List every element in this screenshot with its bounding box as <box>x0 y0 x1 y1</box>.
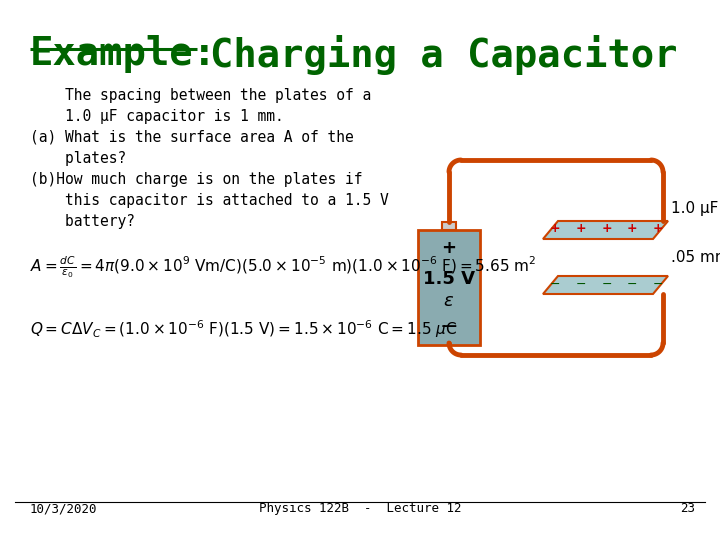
Text: $Q = C\Delta V_C = (1.0\times10^{-6}\ \mathrm{F})(1.5\ \mathrm{V}) = 1.5\times10: $Q = C\Delta V_C = (1.0\times10^{-6}\ \m… <box>30 318 457 340</box>
Bar <box>442 222 456 230</box>
Text: 10/3/2020: 10/3/2020 <box>30 502 97 515</box>
Text: 1.0 μF capacitor is 1 mm.: 1.0 μF capacitor is 1 mm. <box>30 109 284 124</box>
Text: .05 mm: .05 mm <box>671 250 720 265</box>
Text: −: − <box>653 278 663 291</box>
Text: −: − <box>627 278 637 291</box>
Text: (a) What is the surface area A of the: (a) What is the surface area A of the <box>30 130 354 145</box>
Text: battery?: battery? <box>30 214 135 229</box>
Text: Charging a Capacitor: Charging a Capacitor <box>210 35 678 75</box>
Text: +: + <box>653 222 663 235</box>
Text: −: − <box>601 278 612 291</box>
Text: +: + <box>549 222 560 235</box>
Text: $\varepsilon$: $\varepsilon$ <box>444 293 454 310</box>
Text: $A = \frac{dC}{\varepsilon_0} = 4\pi(9.0\times10^9\ \mathrm{Vm/C})(5.0\times10^{: $A = \frac{dC}{\varepsilon_0} = 4\pi(9.0… <box>30 255 536 280</box>
Text: The spacing between the plates of a: The spacing between the plates of a <box>30 88 372 103</box>
Text: (b)How much charge is on the plates if: (b)How much charge is on the plates if <box>30 172 362 187</box>
Polygon shape <box>543 221 668 239</box>
Text: 23: 23 <box>680 502 695 515</box>
Polygon shape <box>543 276 668 294</box>
Text: 1.0 μF: 1.0 μF <box>671 200 719 215</box>
Bar <box>418 230 480 345</box>
Text: 1.5 V: 1.5 V <box>423 271 475 288</box>
Text: +: + <box>601 222 612 235</box>
Text: +: + <box>441 239 456 257</box>
Text: this capacitor is attached to a 1.5 V: this capacitor is attached to a 1.5 V <box>30 193 389 208</box>
Text: −: − <box>550 278 560 291</box>
Text: +: + <box>575 222 586 235</box>
Text: Physics 122B  -  Lecture 12: Physics 122B - Lecture 12 <box>258 502 462 515</box>
Text: Example:: Example: <box>30 35 217 73</box>
Text: plates?: plates? <box>30 151 126 166</box>
Text: −: − <box>440 317 459 337</box>
Text: +: + <box>627 222 638 235</box>
Text: −: − <box>575 278 586 291</box>
